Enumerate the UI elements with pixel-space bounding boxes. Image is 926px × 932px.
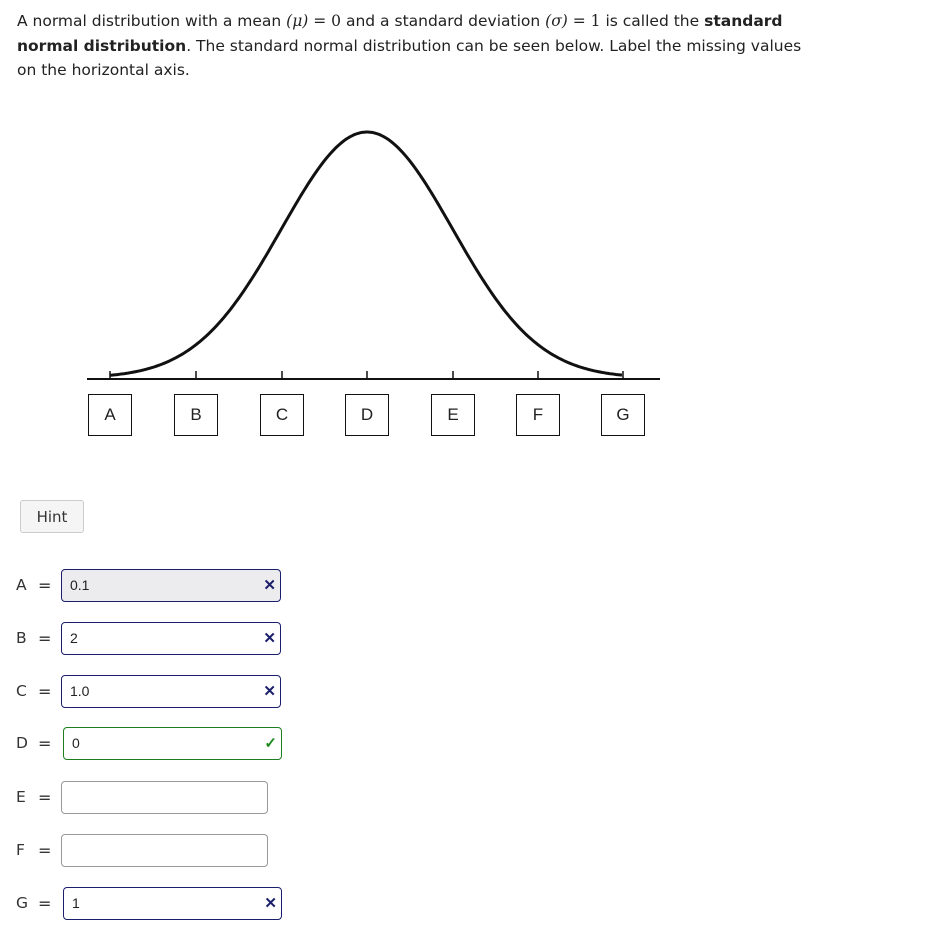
hint-button[interactable]: Hint <box>20 500 84 533</box>
answer-input-f[interactable] <box>61 833 268 867</box>
axis-label-a: A <box>88 394 132 436</box>
equals-sign: = <box>38 681 52 701</box>
axis-label-g: G <box>601 394 645 436</box>
input-value: 1 <box>72 895 80 911</box>
incorrect-x-icon: ✕ <box>263 576 276 594</box>
answer-label: G <box>16 894 29 912</box>
equals-sign: = <box>38 893 52 913</box>
input-value: 2 <box>70 630 78 646</box>
axis-label-d: D <box>345 394 389 436</box>
equals-sign: = <box>38 840 52 860</box>
axis-label-f: F <box>516 394 560 436</box>
answer-input-d[interactable]: 0 ✓ <box>63 726 282 760</box>
answer-input-g[interactable]: 1 ✕ <box>63 886 282 920</box>
answer-input-b[interactable]: 2 ✕ <box>61 621 281 655</box>
equals-sign: = <box>38 628 52 648</box>
answer-input-c[interactable]: 1.0 ✕ <box>61 674 281 708</box>
answer-row-f: F = <box>0 833 300 867</box>
equals-sign: = <box>38 733 52 753</box>
incorrect-x-icon: ✕ <box>263 682 276 700</box>
normal-curve-figure <box>87 130 660 380</box>
answer-label: A <box>16 576 27 594</box>
bell-curve <box>109 130 623 377</box>
input-value: 1.0 <box>70 683 90 699</box>
input-value: 0.1 <box>70 577 90 593</box>
answer-label: C <box>16 682 27 700</box>
answer-row-d: D = 0 ✓ <box>0 726 300 760</box>
answer-label: D <box>16 734 28 752</box>
answer-row-e: E = <box>0 780 300 814</box>
answer-input-e[interactable] <box>61 780 268 814</box>
answer-row-b: B = 2 ✕ <box>0 621 300 655</box>
answer-row-c: C = 1.0 ✕ <box>0 674 300 708</box>
answer-label: E <box>16 788 26 806</box>
question-text: A normal distribution with a mean (μ) = … <box>17 12 802 79</box>
incorrect-x-icon: ✕ <box>264 894 277 912</box>
answer-row-g: G = 1 ✕ <box>0 886 300 920</box>
input-value: 0 <box>72 735 80 751</box>
correct-check-icon: ✓ <box>264 734 277 752</box>
answer-label: B <box>16 629 27 647</box>
axis-label-e: E <box>431 394 475 436</box>
answer-input-a[interactable]: 0.1 ✕ <box>61 568 281 602</box>
equals-sign: = <box>38 787 52 807</box>
answer-label: F <box>16 841 25 859</box>
incorrect-x-icon: ✕ <box>263 629 276 647</box>
axis-label-b: B <box>174 394 218 436</box>
axis-label-c: C <box>260 394 304 436</box>
answer-row-a: A = 0.1 ✕ <box>0 568 300 602</box>
equals-sign: = <box>38 575 52 595</box>
